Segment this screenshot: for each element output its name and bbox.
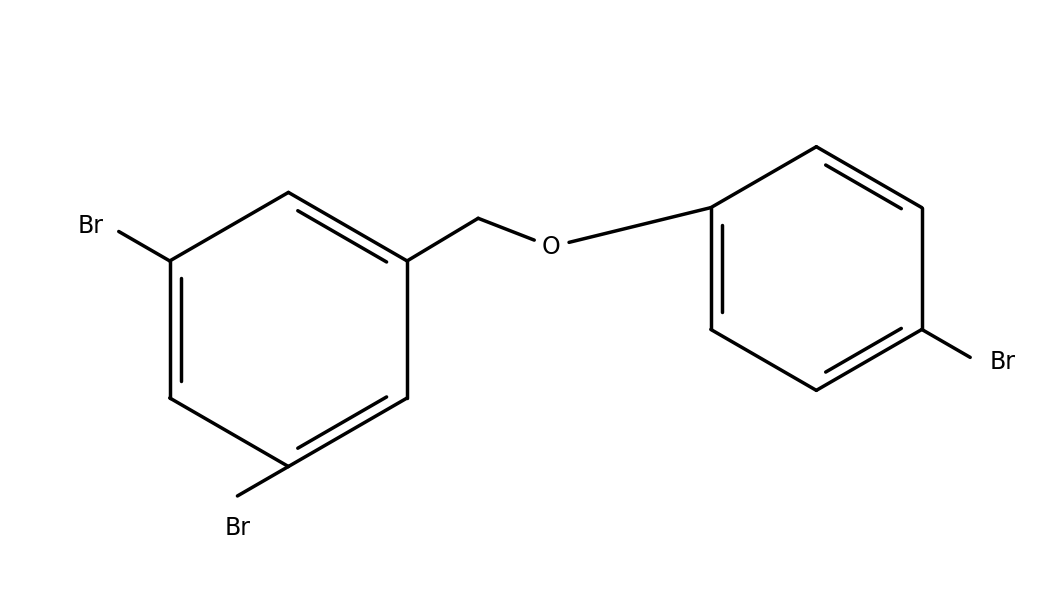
Text: Br: Br (77, 215, 103, 239)
Text: O: O (542, 235, 561, 259)
Text: Br: Br (990, 350, 1016, 374)
Text: Br: Br (225, 517, 251, 541)
